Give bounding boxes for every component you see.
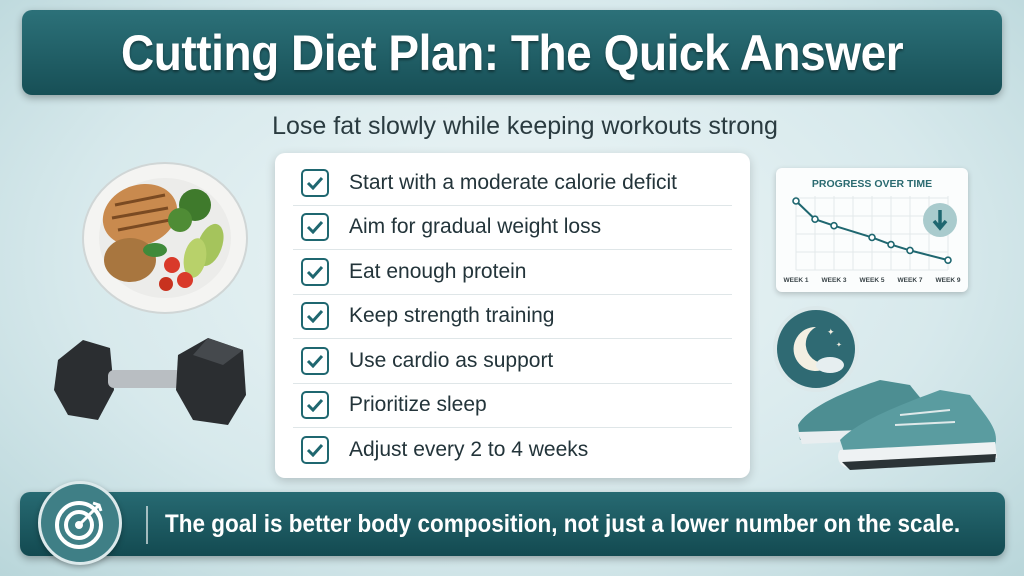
sleep-moon-icon: ✦✦ (773, 306, 859, 392)
checklist-item-label: Aim for gradual weight loss (349, 215, 602, 239)
checkbox-checked-icon (301, 436, 329, 465)
checklist-item: Eat enough protein (293, 250, 732, 295)
progress-chart-svg: PROGRESS OVER TIME WEEK 1 WEEK 3 WEEK 5 WEE… (784, 178, 961, 284)
dumbbell-illustration (54, 338, 246, 425)
x-tick-label: WEEK 9 (936, 277, 961, 284)
x-tick-label: WEEK 1 (784, 277, 809, 284)
checklist-item: Aim for gradual weight loss (293, 206, 732, 250)
checklist-item: Start with a moderate calorie deficit (293, 161, 732, 206)
data-point (830, 221, 838, 230)
chart-title: PROGRESS OVER TIME (812, 178, 932, 190)
checklist-item-label: Eat enough protein (349, 259, 527, 283)
data-point (811, 215, 819, 224)
checkbox-checked-icon (301, 257, 329, 286)
svg-text:✦: ✦ (827, 327, 835, 337)
data-point (868, 233, 876, 242)
checklist-item-label: Start with a moderate calorie deficit (349, 170, 677, 194)
checklist-item-label: Prioritize sleep (349, 393, 487, 417)
x-tick-label: WEEK 7 (898, 277, 923, 284)
data-point (887, 240, 895, 249)
checkbox-checked-icon (301, 168, 329, 197)
data-point (792, 197, 800, 205)
divider (146, 506, 148, 544)
target-icon (38, 481, 122, 565)
page-title: Cutting Diet Plan: The Quick Answer (120, 24, 904, 81)
data-point (906, 246, 914, 255)
checklist-card: Start with a moderate calorie deficit Ai… (275, 153, 750, 478)
checklist-item: Prioritize sleep (293, 384, 732, 428)
arrow-down-icon (932, 210, 948, 231)
svg-text:✦: ✦ (836, 341, 842, 349)
checklist-item: Keep strength training (293, 295, 732, 339)
title-banner: Cutting Diet Plan: The Quick Answer (22, 10, 1002, 95)
checklist-item-label: Adjust every 2 to 4 weeks (349, 438, 589, 462)
checklist-item-label: Keep strength training (349, 304, 555, 328)
checkbox-checked-icon (301, 346, 329, 375)
footer-message: The goal is better body composition, not… (165, 509, 961, 538)
progress-chart: PROGRESS OVER TIME WEEK 1 WEEK 3 WEEK 5 WEE… (776, 168, 968, 292)
checkbox-checked-icon (301, 213, 329, 242)
meal-plate-illustration (82, 162, 248, 314)
checklist-item: Adjust every 2 to 4 weeks (293, 428, 732, 473)
running-shoes-illustration (798, 380, 997, 470)
checklist-item: Use cardio as support (293, 339, 732, 384)
x-tick-label: WEEK 3 (822, 277, 847, 284)
checklist-item-label: Use cardio as support (349, 348, 554, 372)
checkbox-checked-icon (301, 391, 329, 420)
data-point (944, 256, 952, 264)
checkbox-checked-icon (301, 302, 329, 331)
subtitle: Lose fat slowly while keeping workouts s… (272, 112, 778, 140)
footer-banner: The goal is better body composition, not… (20, 492, 1005, 556)
x-tick-label: WEEK 5 (860, 277, 885, 284)
